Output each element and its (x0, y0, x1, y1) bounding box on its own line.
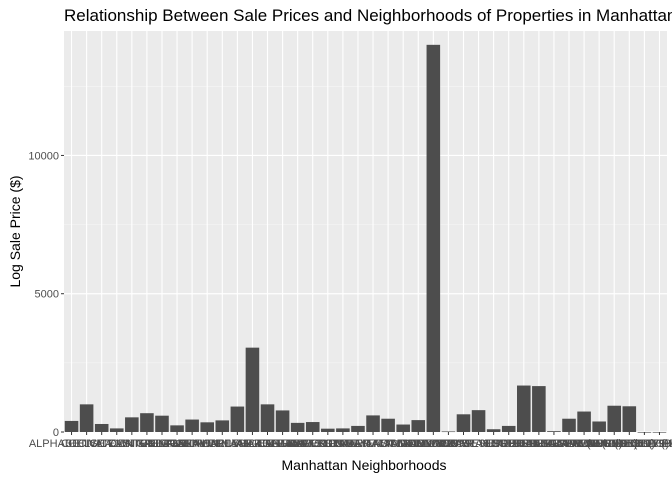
bar: UPPER EAST SIDE (59-79) (547, 431, 561, 432)
x-tick-label: CLINTON (108, 438, 156, 450)
x-tick-label: LITTLE ITALY (324, 438, 393, 450)
bar: UPPER WEST SIDE (96-116) (622, 406, 637, 432)
bar: CLINTON (125, 417, 139, 432)
x-tick-label: UPPER EAST SIDE (59-79) (486, 438, 623, 450)
x-tick-label: KIPS BAY (318, 438, 368, 450)
x-tick-label: MIDTOWN CBD (378, 438, 458, 450)
x-tick-label: HARLEM-UPPER (239, 438, 326, 450)
bar: UPPER EAST SIDE (96-110) (577, 411, 591, 432)
bar: MANHATTAN VALLEY (381, 418, 395, 432)
bar: CHELSEA (79, 404, 94, 432)
chart-title: Relationship Between Sale Prices and Nei… (64, 6, 672, 25)
bar: ALPHABET CITY (64, 420, 79, 432)
bar: GREENWICH VILLAGE-CENTRAL (215, 420, 230, 432)
x-tick-label: HARLEM-EAST (228, 438, 307, 450)
bar: FASHION (155, 415, 169, 432)
x-tick-label: TRIBECA (515, 438, 563, 450)
x-tick-label: MURRAY HILL (442, 438, 515, 450)
x-tick-label: ROOSEVELT ISLAND (439, 438, 548, 450)
x-tick-label: JAVITS CENTER (285, 438, 370, 450)
grid-layer (64, 31, 667, 433)
bar: HARLEM-CENTRAL (245, 347, 260, 432)
x-tick-label: GREENWICH VILLAGE-CENTRAL (136, 438, 308, 450)
bar: MANHATTAN-UNKNOWN (396, 424, 410, 432)
y-tick-label: 0 (53, 427, 59, 439)
bar: UPPER WEST SIDE (79-96) (607, 405, 622, 432)
x-tick-label: MANHATTAN-UNKNOWN (339, 438, 468, 450)
bar: CHINATOWN (94, 423, 109, 432)
bar: EAST VILLAGE (140, 413, 154, 432)
x-axis-title: Manhattan Neighborhoods (281, 457, 446, 473)
x-tick-label: MANHATTAN VALLEY (333, 438, 444, 450)
x-tick-label: SOUTHBRIDGE (483, 438, 564, 450)
x-tick-label: FLATIRON (165, 438, 219, 450)
bar: UPPER EAST SIDE (79-96) (562, 418, 576, 432)
bar: UPPER WEST SIDE (59-79) (592, 421, 606, 432)
bar: LOWER EAST SIDE (366, 415, 380, 432)
x-tick-label: WASHINGTON HEIGHTS LOWER (559, 438, 672, 450)
bar: GRAMERCY (200, 422, 214, 432)
bar: HARLEM-WEST (290, 422, 305, 432)
x-tick-label: UPPER EAST SIDE (96-110) (513, 438, 655, 450)
bar: TRIBECA (532, 386, 546, 432)
y-tick-label: 10000 (28, 150, 59, 162)
bar: CIVIC CENTER (109, 428, 124, 432)
y-axis-title: Log Sale Price ($) (7, 175, 23, 287)
bar: GREENWICH VILLAGE-WEST (230, 406, 245, 432)
x-tick-label: INWOOD (290, 438, 336, 450)
bar: FINANCIAL (170, 425, 184, 432)
bar: FLATIRON (185, 419, 199, 432)
x-tick-label: HARLEM-CENTRAL (202, 438, 303, 450)
bar: MIDTOWN WEST (441, 431, 456, 433)
bar: SOUTHBRIDGE (517, 385, 531, 432)
bar: HARLEM-EAST (260, 404, 275, 432)
bar: MIDTOWN EAST (426, 44, 441, 433)
plot-panel (64, 31, 667, 432)
bar: KIPS BAY (336, 428, 350, 432)
x-tick-label: FASHION (138, 438, 186, 450)
x-tick-label: MIDTOWN EAST (391, 438, 477, 450)
x-tick-label: ALPHABET CITY (29, 438, 115, 450)
bar: JAVITS CENTER (321, 428, 335, 432)
x-tick-label: CHINATOWN (68, 438, 135, 450)
x-tick-label: SOHO (493, 438, 526, 450)
x-tick-label: FINANCIAL (148, 438, 205, 450)
x-tick-label: MORNINGSIDE HEIGHTS (398, 438, 529, 450)
x-tick-label: LOWER EAST SIDE (323, 438, 424, 450)
x-tick-label: UPPER WEST SIDE (96-116) (557, 438, 672, 450)
bar: ROOSEVELT ISLAND (486, 429, 501, 432)
bar: MIDTOWN CBD (411, 420, 426, 432)
x-tick-label: GRAMERCY (175, 438, 239, 450)
bar: INWOOD (305, 422, 320, 432)
bar: MORNINGSIDE HEIGHTS (456, 414, 471, 432)
x-tick-label: WASHINGTON HEIGHTS UPPER (575, 438, 672, 450)
y-tick-label: 5000 (35, 289, 59, 301)
x-tick-label: UPPER EAST SIDE (79-96) (501, 438, 638, 450)
x-tick-label: HARLEM-WEST (257, 438, 339, 450)
x-tick-label: EAST VILLAGE (108, 438, 185, 450)
x-tick-label: CIVIC CENTER (78, 438, 156, 450)
x-tick-label: UPPER WEST SIDE (79-96) (544, 438, 672, 450)
x-tick-label: CHELSEA (61, 438, 113, 450)
bar: HARLEM-UPPER (275, 410, 290, 432)
x-tick-label: GREENWICH VILLAGE-WEST (161, 438, 314, 450)
bar: SOHO (501, 425, 516, 432)
x-tick-label: MIDTOWN WEST (404, 438, 493, 450)
x-tick-label: UPPER WEST SIDE (59-79) (529, 438, 669, 450)
bar: MURRAY HILL (471, 410, 486, 432)
bar: LITTLE ITALY (351, 425, 365, 432)
